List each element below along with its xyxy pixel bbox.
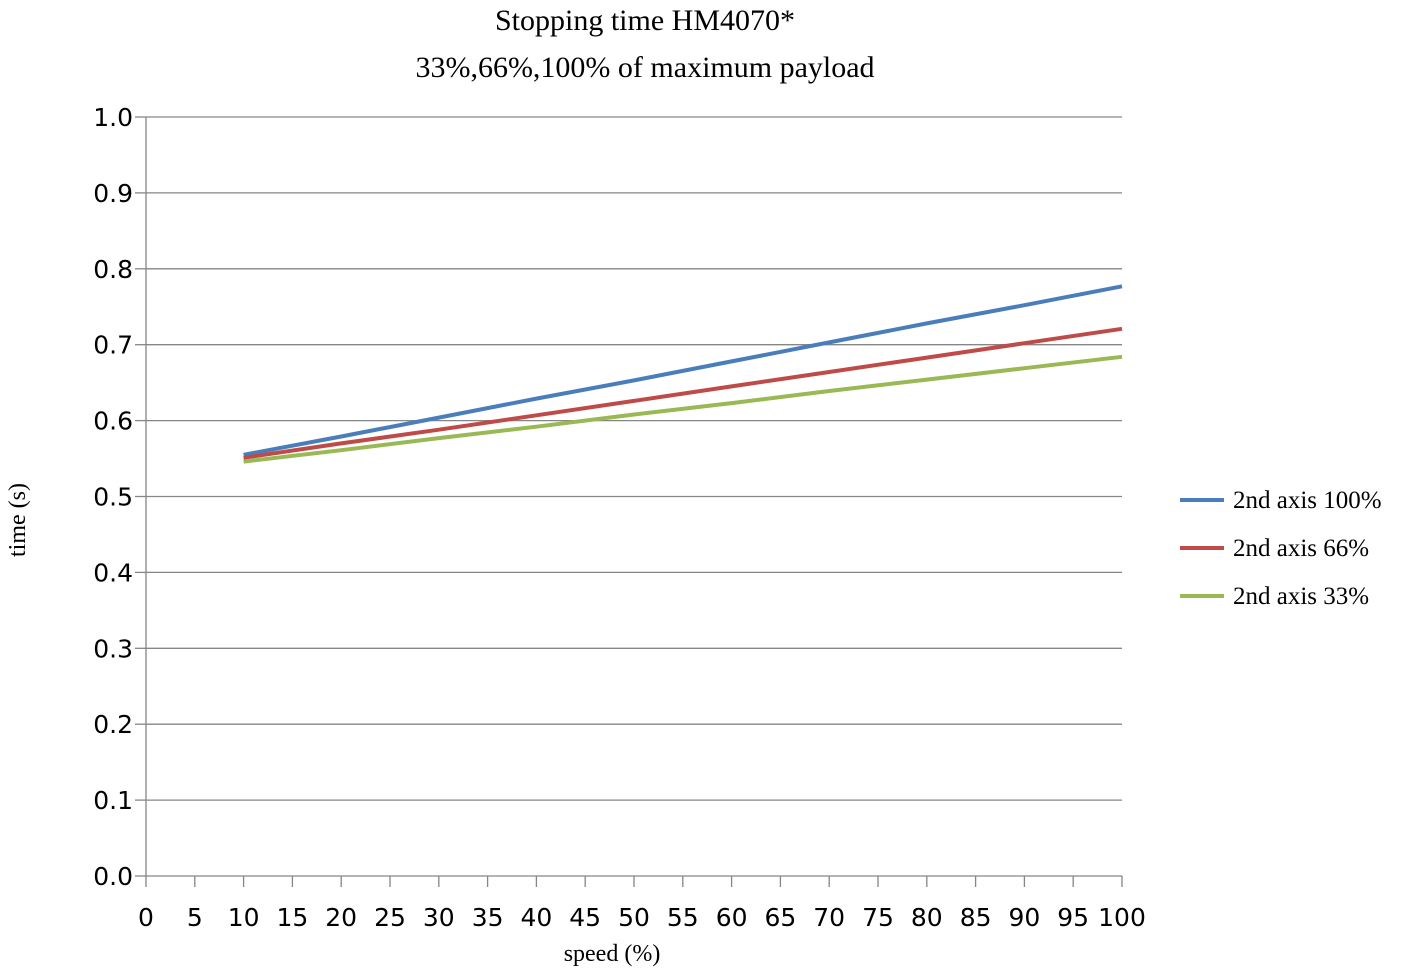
gridlines bbox=[146, 116, 1122, 801]
y-tick-label: 0.0 bbox=[93, 862, 133, 891]
x-tick-label: 30 bbox=[423, 903, 455, 932]
series-line-1 bbox=[243, 284, 1123, 457]
y-tick-label: 0.9 bbox=[93, 179, 133, 208]
legend-label: 2nd axis 66% bbox=[1233, 535, 1369, 562]
y-tick-label: 0.4 bbox=[93, 558, 133, 587]
x-tick-label: 5 bbox=[187, 903, 203, 932]
x-tick-label: 80 bbox=[911, 903, 943, 932]
x-tick-label: 50 bbox=[618, 903, 650, 932]
x-tick-label: 100 bbox=[1098, 903, 1146, 932]
series-line-2 bbox=[243, 326, 1123, 460]
x-tick-label: 0 bbox=[138, 903, 154, 932]
x-tick-labels: 0 5 10 15 20 25 30 35 40 45 50 55 60 65 70 75 80 85 90 95 10… bbox=[138, 903, 1146, 932]
legend-item: 2nd axis 66% bbox=[1180, 535, 1369, 562]
legend-item: 2nd axis 33% bbox=[1180, 583, 1369, 610]
legend-label: 2nd axis 100% bbox=[1233, 487, 1382, 514]
y-tick-label: 0.1 bbox=[93, 786, 133, 815]
x-tick-label: 90 bbox=[1008, 903, 1040, 932]
y-tick-label: 0.2 bbox=[93, 710, 133, 739]
chart-subtitle: 33%,66%,100% of maximum payload bbox=[415, 51, 874, 84]
x-tick-label: 40 bbox=[520, 903, 552, 932]
x-tick-label: 35 bbox=[472, 903, 504, 932]
x-tick-label: 60 bbox=[716, 903, 748, 932]
x-tick-label: 95 bbox=[1057, 903, 1089, 932]
series-line-3 bbox=[243, 354, 1123, 464]
x-axis-label: speed (%) bbox=[564, 941, 661, 967]
y-tick-label: 0.7 bbox=[93, 331, 133, 360]
y-tick-label: 0.6 bbox=[93, 407, 133, 436]
x-tick-label: 70 bbox=[813, 903, 845, 932]
y-tick-label: 0.5 bbox=[93, 483, 133, 512]
x-tick-label: 75 bbox=[862, 903, 894, 932]
x-tick-label: 20 bbox=[325, 903, 357, 932]
y-tick-labels: 0.0 0.1 0.2 0.3 0.4 0.5 0.6 0.7 0.8 0.9 1.0 bbox=[93, 103, 133, 891]
y-tick-label: 0.8 bbox=[93, 255, 133, 284]
x-tick-label: 10 bbox=[228, 903, 260, 932]
x-tick-label: 85 bbox=[960, 903, 992, 932]
x-tick-label: 15 bbox=[276, 903, 308, 932]
x-tick-label: 45 bbox=[569, 903, 601, 932]
legend-item: 2nd axis 100% bbox=[1180, 487, 1382, 514]
y-tick-label: 0.3 bbox=[93, 634, 133, 663]
legend: 2nd axis 100% 2nd axis 66% 2nd axis 33% bbox=[1180, 487, 1382, 610]
chart-title: Stopping time HM4070* bbox=[495, 4, 795, 37]
x-tick-label: 55 bbox=[667, 903, 699, 932]
legend-label: 2nd axis 33% bbox=[1233, 583, 1369, 610]
y-axis-label: time (s) bbox=[5, 483, 31, 557]
series-lines bbox=[243, 284, 1123, 464]
y-tick-label: 1.0 bbox=[93, 103, 133, 132]
x-tick-label: 25 bbox=[374, 903, 406, 932]
x-tick-label: 65 bbox=[764, 903, 796, 932]
axes bbox=[135, 116, 1123, 887]
